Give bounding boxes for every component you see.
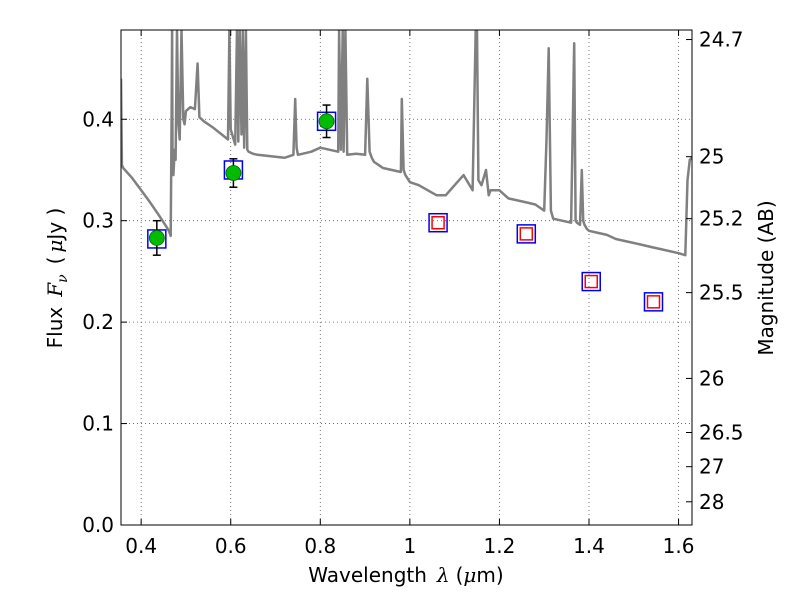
x-tick-label: 1: [403, 534, 416, 558]
y-tick-label: 0.2: [82, 310, 114, 334]
spectrum-line: [121, 30, 692, 257]
plot-frame: [120, 29, 693, 526]
model-flux-marker: [428, 212, 448, 233]
magnitude-tick-label: 24.7: [699, 28, 744, 52]
x-axis-label: Wavelength λ (μm): [308, 563, 503, 587]
model-flux-marker: [581, 271, 601, 292]
y-tick-label: 0.0: [82, 513, 114, 537]
x-tick-label: 1.4: [573, 534, 605, 558]
upper-limit-marker: [519, 227, 534, 241]
y-tick-label: 0.4: [82, 107, 114, 131]
magnitude-tick-label: 26.5: [699, 420, 744, 444]
detected-flux-point: [318, 113, 335, 130]
magnitude-axis-ticks: 24.7 25 25.2 25.5 26 26.5 27 28: [686, 28, 744, 514]
model-flux-marker: [516, 224, 537, 244]
detected-flux-point: [148, 230, 165, 246]
x-tick-label: 0.4: [125, 534, 157, 558]
upper-limit-marker: [584, 274, 598, 289]
grid-lines: [121, 30, 692, 526]
x-tick-label: 0.6: [215, 534, 247, 558]
x-tick-label: 1.2: [484, 534, 516, 558]
magnitude-axis-label: Magnitude (AB): [754, 200, 778, 355]
upper-limit-marker: [431, 215, 445, 230]
magnitude-tick-label: 26: [699, 366, 724, 390]
detected-flux-point: [225, 165, 242, 181]
points-layer: [147, 104, 664, 312]
upper-limit-marker: [646, 295, 661, 309]
x-tick-label: 0.8: [304, 534, 336, 558]
x-tick-label: 1.6: [663, 534, 695, 558]
magnitude-tick-label: 27: [699, 455, 724, 479]
model-flux-marker: [643, 292, 664, 312]
spectrum-layer: [121, 30, 692, 257]
y-tick-label: 0.3: [82, 209, 114, 233]
magnitude-tick-label: 28: [699, 490, 724, 514]
y-axis-label: FluxFν(μJy ): [43, 208, 71, 349]
magnitude-tick-label: 25.2: [699, 207, 744, 231]
magnitude-tick-label: 25.5: [699, 281, 744, 305]
y-axis-ticks: 0.0 0.1 0.2 0.3 0.4: [82, 107, 127, 537]
y-tick-label: 0.1: [82, 412, 114, 436]
x-axis-ticks: 0.4 0.6 0.8 1 1.2 1.4 1.6: [125, 30, 694, 558]
magnitude-tick-label: 25: [699, 145, 724, 169]
